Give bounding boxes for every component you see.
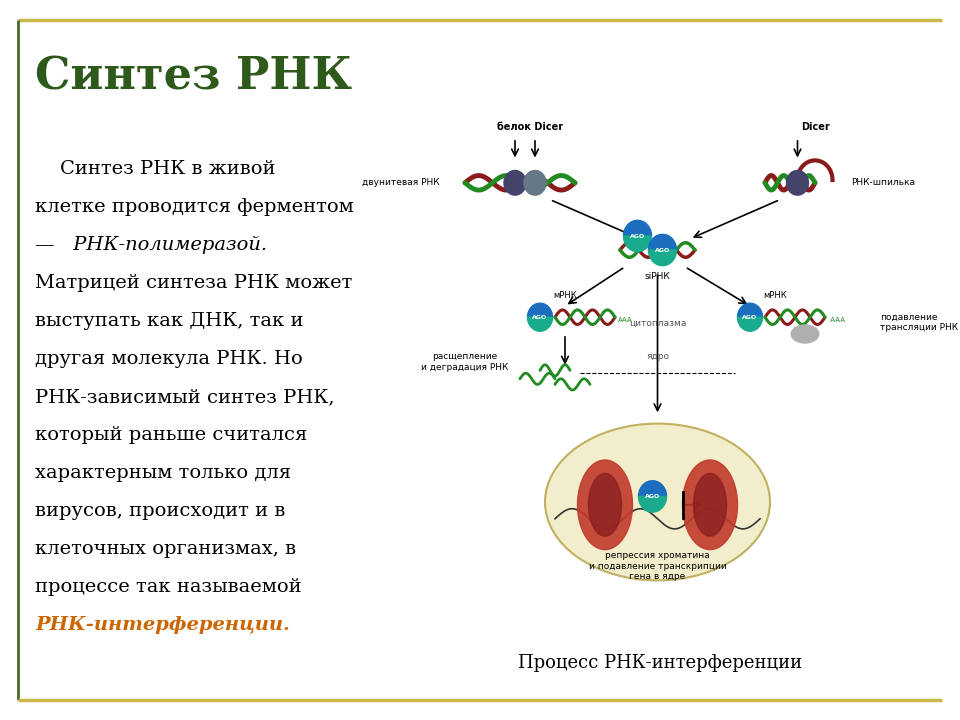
Text: AGO: AGO	[742, 315, 757, 320]
Text: Процесс РНК-интерференции: Процесс РНК-интерференции	[518, 654, 802, 672]
Text: клеточных организмах, в: клеточных организмах, в	[35, 540, 296, 558]
Polygon shape	[623, 220, 652, 236]
Text: Матрицей синтеза РНК может: Матрицей синтеза РНК может	[35, 274, 352, 292]
Text: репрессия хроматина
и подавление транскрипции
гена в ядре: репрессия хроматина и подавление транскр…	[588, 552, 727, 581]
Text: Синтез РНК: Синтез РНК	[35, 55, 352, 98]
Polygon shape	[638, 481, 666, 496]
Text: характерным только для: характерным только для	[35, 464, 291, 482]
Text: белок Dicer: белок Dicer	[497, 122, 564, 132]
Text: РНК-зависимый синтез РНК,: РНК-зависимый синтез РНК,	[35, 388, 334, 406]
Text: Синтез РНК в живой: Синтез РНК в живой	[35, 160, 276, 178]
Circle shape	[786, 171, 808, 195]
Polygon shape	[737, 318, 762, 331]
Polygon shape	[638, 496, 666, 512]
Polygon shape	[649, 234, 677, 250]
Text: вирусов, происходит и в: вирусов, происходит и в	[35, 502, 285, 520]
Polygon shape	[737, 303, 762, 318]
Polygon shape	[588, 474, 621, 536]
Text: AGO: AGO	[533, 315, 547, 320]
Text: цитоплазма: цитоплазма	[629, 318, 686, 328]
Text: AAA: AAA	[617, 317, 633, 323]
Text: который раньше считался: который раньше считался	[35, 426, 307, 444]
Circle shape	[504, 171, 526, 195]
Text: другая молекула РНК. Но: другая молекула РНК. Но	[35, 350, 302, 368]
Text: процессе так называемой: процессе так называемой	[35, 578, 301, 596]
Text: подавление
трансляции РНК: подавление трансляции РНК	[880, 313, 958, 333]
Text: siРНК: siРНК	[644, 272, 670, 282]
Text: AGO: AGO	[630, 233, 645, 238]
Text: расщепление
и деградация РНК: расщепление и деградация РНК	[421, 352, 509, 372]
Circle shape	[524, 171, 546, 195]
Text: клетке проводится ферментом: клетке проводится ферментом	[35, 198, 353, 216]
Text: мРНК: мРНК	[553, 292, 577, 300]
Polygon shape	[578, 460, 633, 549]
Text: Dicer: Dicer	[801, 122, 829, 132]
Polygon shape	[649, 250, 677, 266]
Polygon shape	[623, 236, 652, 252]
Text: AGO: AGO	[655, 248, 670, 253]
Text: AAA: AAA	[828, 317, 845, 323]
Ellipse shape	[791, 325, 819, 343]
Ellipse shape	[545, 423, 770, 580]
Polygon shape	[683, 460, 737, 549]
Text: двунитевая РНК: двунитевая РНК	[362, 179, 440, 187]
Text: выступать как ДНК, так и: выступать как ДНК, так и	[35, 312, 303, 330]
Text: ядро: ядро	[646, 352, 669, 361]
Polygon shape	[693, 474, 727, 536]
Polygon shape	[527, 318, 553, 331]
Text: AGO: AGO	[645, 494, 660, 499]
Text: РНК-интерференции.: РНК-интерференции.	[35, 616, 290, 634]
Text: мРНК: мРНК	[763, 292, 787, 300]
Text: —   РНК-полимеразой.: — РНК-полимеразой.	[35, 236, 267, 254]
Text: РНК-шпилька: РНК-шпилька	[851, 179, 915, 187]
Polygon shape	[527, 303, 553, 318]
